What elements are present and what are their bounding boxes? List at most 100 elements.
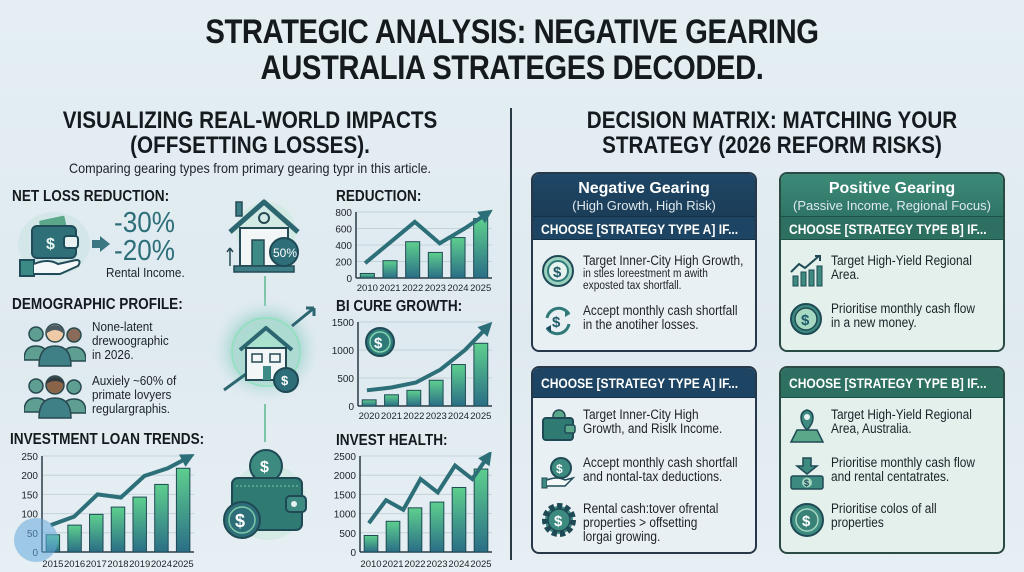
- svg-text:2018: 2018: [107, 559, 128, 570]
- svg-text:$: $: [556, 462, 563, 476]
- svg-text:2010: 2010: [357, 283, 378, 294]
- title-line-2: AUSTRALIA STRATEGES DECODED.: [260, 49, 764, 87]
- item-text: Accept monthly cash shortfall in the ano…: [583, 304, 738, 332]
- svg-text:2024: 2024: [447, 283, 468, 294]
- people-group-icon: [23, 320, 87, 373]
- list-item: $ Accept monthly cash shortfall and nont…: [541, 456, 749, 496]
- chart-investment-loan-title: INVESTMENT LOAN TRENDS:: [10, 431, 205, 448]
- svg-text:1000: 1000: [332, 346, 355, 357]
- card-header: Positive Gearing (Passive Income, Region…: [781, 174, 1003, 216]
- choose-strategy-b: CHOOSE [STRATEGY TYPE B] IF...: [781, 216, 1003, 240]
- page-title: STRATEGIC ANALYSIS: NEGATIVE GEARING AUS…: [72, 14, 953, 86]
- svg-text:50%: 50%: [273, 246, 297, 260]
- svg-text:$: $: [374, 335, 383, 352]
- map-pin-icon: [789, 409, 825, 443]
- choose-label: CHOOSE [STRATEGY TYPE B] IF...: [789, 375, 987, 391]
- card-negative-gearing: Negative Gearing (High Growth, High Risk…: [531, 172, 757, 352]
- item-line: Prioritise monthly cash flow: [831, 455, 975, 470]
- svg-text:200: 200: [21, 471, 38, 482]
- left-section-title: VISUALIZING REAL-WORLD IMPACTS (OFFSETTI…: [35, 108, 465, 158]
- connector-line: [264, 404, 266, 442]
- svg-text:200: 200: [335, 258, 352, 269]
- demo-2-line-2: primate lovyers: [92, 387, 172, 402]
- choose-label: CHOOSE [STRATEGY TYPE A] IF...: [541, 221, 739, 237]
- card-subtitle: (Passive Income, Regional Focus): [793, 198, 991, 213]
- card-strategy-a-detail: CHOOSE [STRATEGY TYPE A] IF... Target In…: [531, 366, 757, 554]
- net-loss-caption: Rental Income.: [106, 265, 185, 280]
- list-item: Target Inner-City High Growth, and Rislk…: [541, 408, 749, 448]
- people-group-icon: [23, 372, 87, 425]
- net-loss-label: NET LOSS REDUCTION:: [12, 188, 170, 205]
- item-line: and nontal-tax deductions.: [583, 469, 723, 484]
- dollar-cycle-icon: $: [545, 306, 571, 336]
- svg-text:2024: 2024: [448, 559, 469, 570]
- card-title: Negative Gearing: [578, 180, 710, 197]
- card-strategy-b-detail: CHOOSE [STRATEGY TYPE B] IF... Target Hi…: [779, 366, 1005, 554]
- item-line: properties > offsetting: [583, 515, 698, 530]
- right-title-line-2: STRATEGY (2026 REFORM RISKS): [602, 132, 942, 159]
- svg-text:$: $: [281, 373, 289, 388]
- svg-text:$: $: [235, 511, 245, 531]
- choose-label: CHOOSE [STRATEGY TYPE B] IF...: [789, 221, 987, 237]
- item-text: Target Inner-City High Growth, and Rislk…: [583, 408, 722, 436]
- item-line: Area.: [831, 267, 860, 282]
- svg-text:500: 500: [337, 374, 354, 385]
- list-item: $ Prioritise monthly cash flow and renta…: [789, 456, 997, 496]
- item-line: properties: [831, 515, 884, 530]
- item-line: Target Inner-City High: [583, 407, 699, 422]
- svg-text:$: $: [801, 312, 810, 329]
- item-text: Target Inner-City High Growth, in stles …: [583, 253, 744, 293]
- demo-2-line-1: Auxiely ~60% of: [92, 373, 177, 388]
- svg-text:500: 500: [339, 529, 356, 540]
- item-text: Prioritise monthly cash flow in a new mo…: [831, 302, 975, 330]
- card-subtitle: (High Growth, High Risk): [572, 198, 716, 213]
- left-title-line-1: VISUALIZING REAL-WORLD IMPACTS: [62, 107, 438, 134]
- house-percent-icon: 50%: [226, 196, 302, 281]
- demo-1-line-2: drewoographic: [92, 333, 169, 348]
- item-line: Prioritise colos of all: [831, 501, 937, 516]
- item-text: Rental cash:tover ofrental properties > …: [583, 502, 718, 544]
- svg-text:400: 400: [335, 241, 352, 252]
- demographic-label: DEMOGRAPHIC PROFILE:: [12, 296, 183, 313]
- arrow-right-icon: [92, 236, 110, 257]
- item-line: Accept monthly cash shortfall: [583, 303, 738, 318]
- svg-text:2020: 2020: [359, 411, 380, 422]
- svg-text:2025: 2025: [470, 411, 491, 422]
- net-loss-value-2: -20%: [114, 235, 175, 267]
- item-line: Growth, and Rislk Income.: [583, 421, 723, 436]
- wallet-icon: [542, 409, 576, 441]
- chart-reduction: 0 200 400 600 800 2010 2021 2022 2023 2024 2025: [330, 208, 498, 294]
- svg-text:$: $: [802, 513, 811, 530]
- svg-text:$: $: [260, 459, 269, 476]
- svg-text:2025: 2025: [173, 559, 194, 570]
- choose-label: CHOOSE [STRATEGY TYPE A] IF...: [541, 375, 739, 391]
- svg-text:2022: 2022: [404, 559, 425, 570]
- svg-text:2500: 2500: [334, 452, 357, 463]
- svg-text:2021: 2021: [382, 559, 403, 570]
- svg-text:2024: 2024: [151, 559, 172, 570]
- svg-text:2021: 2021: [379, 283, 400, 294]
- dollar-coin-icon: $: [542, 255, 574, 287]
- list-item: $ Prioritise colos of all properties: [789, 502, 997, 546]
- chart-invest-health-title: INVEST HEALTH:: [336, 432, 448, 449]
- svg-text:2025: 2025: [470, 283, 491, 294]
- svg-text:150: 150: [21, 490, 38, 501]
- title-line-1: STRATEGIC ANALYSIS: NEGATIVE GEARING: [205, 13, 819, 51]
- card-header: Negative Gearing (High Growth, High Risk…: [533, 174, 755, 216]
- growth-chart-icon: [790, 255, 823, 287]
- chart-bi-cure-growth: 0 500 1000 1500 2020 2021 2022 2023 2024 2025: [330, 318, 498, 422]
- svg-text:2016: 2016: [64, 559, 85, 570]
- section-divider: [510, 108, 512, 560]
- svg-text:2015: 2015: [42, 559, 63, 570]
- item-line: Rental cash:tover ofrental: [583, 501, 719, 516]
- svg-text:2019: 2019: [129, 559, 150, 570]
- item-small-line: exposted tax shortfall.: [583, 280, 682, 292]
- item-line: Target Inner-City High Growth,: [583, 253, 744, 268]
- list-item: Target High-Yield Regional Area, Austral…: [789, 408, 997, 448]
- demo-2-line-3: regulargraphis.: [92, 401, 171, 416]
- list-item: Target High-Yield Regional Area.: [789, 254, 997, 294]
- svg-text:2017: 2017: [86, 559, 107, 570]
- item-line: Prioritise monthly cash flow: [831, 301, 975, 316]
- item-text: Target High-Yield Regional Area.: [831, 254, 972, 282]
- item-line: Accept monthly cash shortfall: [583, 455, 738, 470]
